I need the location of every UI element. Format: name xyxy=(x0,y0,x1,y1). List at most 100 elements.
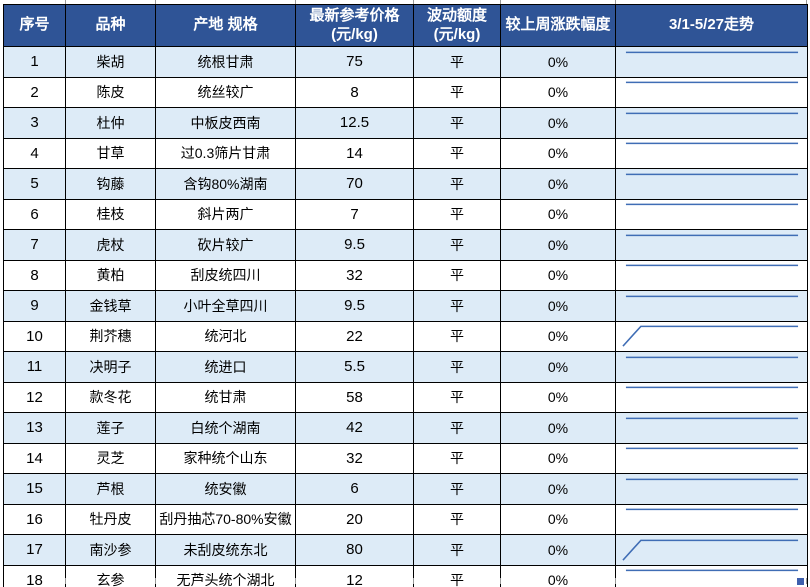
cell-fluctuation[interactable]: 平 xyxy=(413,412,501,444)
cell-variety[interactable]: 杜仲 xyxy=(65,107,156,139)
cell-trend[interactable] xyxy=(615,168,808,200)
cell-origin-spec[interactable]: 统河北 xyxy=(155,320,296,352)
cell-trend[interactable] xyxy=(615,351,808,383)
cell-fluctuation[interactable]: 平 xyxy=(413,76,501,108)
cell-variety[interactable]: 柴胡 xyxy=(65,46,156,78)
cell-trend[interactable] xyxy=(615,320,808,352)
header-cell-variety[interactable]: 品种 xyxy=(65,4,156,47)
cell-fluctuation[interactable]: 平 xyxy=(413,473,501,505)
cell-price[interactable]: 14 xyxy=(295,137,414,169)
cell-weekly-change[interactable]: 0% xyxy=(500,168,616,200)
cell-price[interactable]: 5.5 xyxy=(295,351,414,383)
cell-weekly-change[interactable]: 0% xyxy=(500,442,616,474)
cell-weekly-change[interactable]: 0% xyxy=(500,503,616,535)
cell-serial[interactable]: 10 xyxy=(3,320,66,352)
header-cell-fluctuation[interactable]: 波动额度 (元/kg) xyxy=(413,4,501,47)
cell-serial[interactable]: 8 xyxy=(3,259,66,291)
cell-price[interactable]: 70 xyxy=(295,168,414,200)
cell-price[interactable]: 6 xyxy=(295,473,414,505)
cell-serial[interactable]: 18 xyxy=(3,564,66,587)
cell-serial[interactable]: 1 xyxy=(3,46,66,78)
cell-trend[interactable] xyxy=(615,259,808,291)
cell-fluctuation[interactable]: 平 xyxy=(413,290,501,322)
cell-weekly-change[interactable]: 0% xyxy=(500,198,616,230)
cell-price[interactable]: 7 xyxy=(295,198,414,230)
cell-serial[interactable]: 13 xyxy=(3,412,66,444)
header-cell-price[interactable]: 最新参考价格 (元/kg) xyxy=(295,4,414,47)
cell-price[interactable]: 75 xyxy=(295,46,414,78)
cell-variety[interactable]: 金钱草 xyxy=(65,290,156,322)
cell-price[interactable]: 8 xyxy=(295,76,414,108)
cell-trend[interactable] xyxy=(615,564,808,587)
cell-weekly-change[interactable]: 0% xyxy=(500,76,616,108)
cell-trend[interactable] xyxy=(615,534,808,566)
cell-price[interactable]: 42 xyxy=(295,412,414,444)
cell-trend[interactable] xyxy=(615,229,808,261)
cell-serial[interactable]: 2 xyxy=(3,76,66,108)
cell-fluctuation[interactable]: 平 xyxy=(413,107,501,139)
cell-fluctuation[interactable]: 平 xyxy=(413,564,501,587)
cell-weekly-change[interactable]: 0% xyxy=(500,107,616,139)
cell-trend[interactable] xyxy=(615,442,808,474)
cell-variety[interactable]: 灵芝 xyxy=(65,442,156,474)
cell-trend[interactable] xyxy=(615,381,808,413)
cell-trend[interactable] xyxy=(615,107,808,139)
cell-trend[interactable] xyxy=(615,137,808,169)
cell-origin-spec[interactable]: 含钩80%湖南 xyxy=(155,168,296,200)
cell-fluctuation[interactable]: 平 xyxy=(413,503,501,535)
cell-origin-spec[interactable]: 家种统个山东 xyxy=(155,442,296,474)
header-cell-origin-spec[interactable]: 产地 规格 xyxy=(155,4,296,47)
cell-variety[interactable]: 莲子 xyxy=(65,412,156,444)
cell-origin-spec[interactable]: 过0.3筛片甘肃 xyxy=(155,137,296,169)
cell-fluctuation[interactable]: 平 xyxy=(413,442,501,474)
cell-serial[interactable]: 4 xyxy=(3,137,66,169)
cell-serial[interactable]: 9 xyxy=(3,290,66,322)
cell-variety[interactable]: 牡丹皮 xyxy=(65,503,156,535)
cell-weekly-change[interactable]: 0% xyxy=(500,351,616,383)
cell-weekly-change[interactable]: 0% xyxy=(500,320,616,352)
cell-weekly-change[interactable]: 0% xyxy=(500,46,616,78)
cell-trend[interactable] xyxy=(615,46,808,78)
cell-origin-spec[interactable]: 统安徽 xyxy=(155,473,296,505)
cell-fluctuation[interactable]: 平 xyxy=(413,229,501,261)
cell-trend[interactable] xyxy=(615,198,808,230)
cell-variety[interactable]: 钩藤 xyxy=(65,168,156,200)
fill-handle[interactable] xyxy=(797,578,804,585)
cell-serial[interactable]: 5 xyxy=(3,168,66,200)
cell-origin-spec[interactable]: 未刮皮统东北 xyxy=(155,534,296,566)
cell-weekly-change[interactable]: 0% xyxy=(500,564,616,587)
cell-serial[interactable]: 17 xyxy=(3,534,66,566)
cell-origin-spec[interactable]: 斜片两广 xyxy=(155,198,296,230)
cell-origin-spec[interactable]: 刮丹抽芯70-80%安徽 xyxy=(155,503,296,535)
header-cell-weekly-change[interactable]: 较上周涨跌幅度 xyxy=(500,4,616,47)
cell-trend[interactable] xyxy=(615,473,808,505)
header-cell-serial[interactable]: 序号 xyxy=(3,4,66,47)
cell-origin-spec[interactable]: 中板皮西南 xyxy=(155,107,296,139)
cell-serial[interactable]: 11 xyxy=(3,351,66,383)
cell-serial[interactable]: 12 xyxy=(3,381,66,413)
cell-serial[interactable]: 14 xyxy=(3,442,66,474)
cell-price[interactable]: 9.5 xyxy=(295,290,414,322)
cell-variety[interactable]: 荆芥穗 xyxy=(65,320,156,352)
cell-price[interactable]: 32 xyxy=(295,259,414,291)
cell-price[interactable]: 58 xyxy=(295,381,414,413)
cell-weekly-change[interactable]: 0% xyxy=(500,412,616,444)
cell-fluctuation[interactable]: 平 xyxy=(413,168,501,200)
cell-price[interactable]: 22 xyxy=(295,320,414,352)
cell-variety[interactable]: 玄参 xyxy=(65,564,156,587)
cell-serial[interactable]: 3 xyxy=(3,107,66,139)
cell-fluctuation[interactable]: 平 xyxy=(413,351,501,383)
cell-weekly-change[interactable]: 0% xyxy=(500,137,616,169)
cell-price[interactable]: 80 xyxy=(295,534,414,566)
cell-origin-spec[interactable]: 小叶全草四川 xyxy=(155,290,296,322)
cell-trend[interactable] xyxy=(615,412,808,444)
cell-fluctuation[interactable]: 平 xyxy=(413,259,501,291)
cell-origin-spec[interactable]: 统丝较广 xyxy=(155,76,296,108)
cell-trend[interactable] xyxy=(615,503,808,535)
cell-trend[interactable] xyxy=(615,290,808,322)
cell-serial[interactable]: 16 xyxy=(3,503,66,535)
cell-variety[interactable]: 桂枝 xyxy=(65,198,156,230)
cell-trend[interactable] xyxy=(615,76,808,108)
cell-origin-spec[interactable]: 统甘肃 xyxy=(155,381,296,413)
cell-origin-spec[interactable]: 统进口 xyxy=(155,351,296,383)
